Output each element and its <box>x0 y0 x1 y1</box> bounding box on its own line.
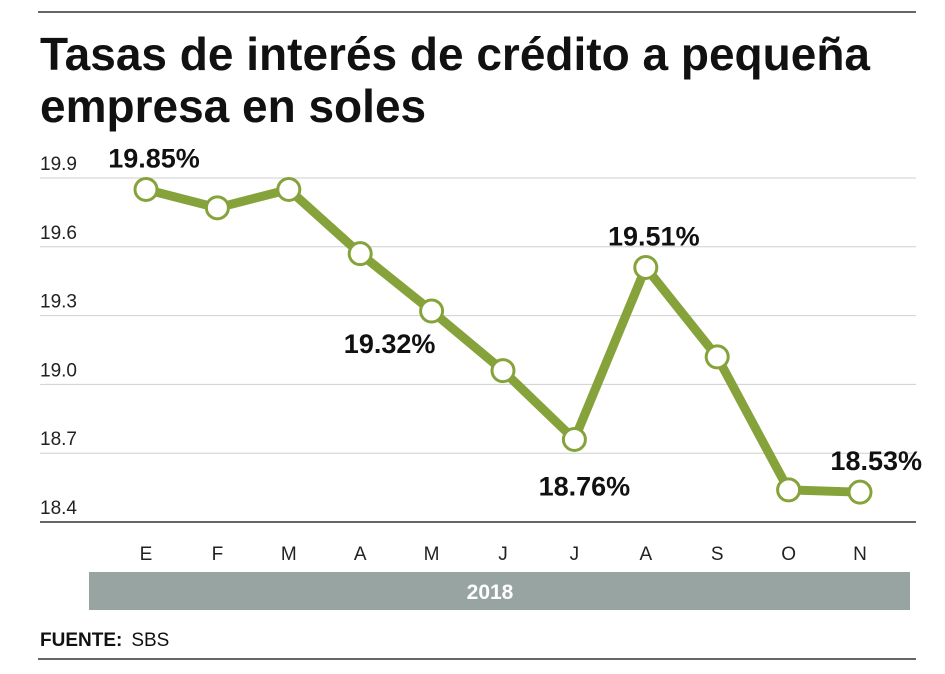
x-tick-label: J <box>570 544 580 565</box>
y-tick-label: 19.6 <box>40 223 77 244</box>
data-point <box>276 176 302 202</box>
grid-lines <box>40 177 916 454</box>
data-point <box>847 479 873 505</box>
y-tick-label: 19.0 <box>40 360 77 381</box>
data-label: 19.85% <box>108 143 200 173</box>
x-tick-label: E <box>140 544 153 565</box>
data-point <box>561 426 587 452</box>
source-label: FUENTE: <box>40 630 122 651</box>
y-tick-label: 19.9 <box>40 154 77 175</box>
x-tick-label: A <box>354 544 367 565</box>
data-point <box>776 477 802 503</box>
source-value: SBS <box>131 630 169 651</box>
x-tick-label: J <box>498 544 508 565</box>
data-label: 19.51% <box>608 221 700 251</box>
year-label: 2018 <box>467 581 514 604</box>
x-tick-label: M <box>424 544 440 565</box>
data-point <box>490 358 516 384</box>
data-point <box>133 176 159 202</box>
x-tick-label: S <box>711 544 724 565</box>
data-label: 19.32% <box>344 329 436 359</box>
data-label: 18.53% <box>830 446 922 476</box>
y-axis-ticks: 19.9 19.6 19.3 19.0 18.7 18.4 <box>40 154 77 519</box>
data-point <box>633 254 659 280</box>
x-tick-label: M <box>281 544 297 565</box>
data-point <box>419 298 445 324</box>
y-tick-label: 18.4 <box>40 498 77 519</box>
data-labels: 19.85% 19.32% 18.76% 19.51% 18.53% <box>108 143 922 501</box>
series-line-group <box>133 176 873 505</box>
data-point <box>204 195 230 221</box>
data-point <box>347 241 373 267</box>
data-point <box>704 344 730 370</box>
year-band <box>89 572 910 610</box>
x-tick-label: N <box>853 544 867 565</box>
x-tick-label: O <box>781 544 796 565</box>
source-line: FUENTE: SBS <box>40 630 169 651</box>
chart-title-line-2: empresa en soles <box>40 80 426 132</box>
series-line <box>141 184 865 497</box>
x-tick-label: A <box>639 544 652 565</box>
data-label: 18.76% <box>539 471 631 501</box>
chart-title-line-1: Tasas de interés de crédito a pequeña <box>40 28 870 80</box>
x-tick-label: F <box>212 544 224 565</box>
y-tick-label: 19.3 <box>40 292 77 313</box>
y-tick-label: 18.7 <box>40 429 77 450</box>
